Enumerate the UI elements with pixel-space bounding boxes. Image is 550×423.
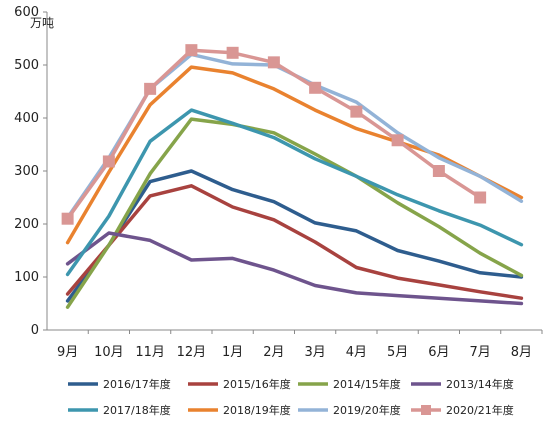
- legend-marker: [421, 405, 431, 415]
- series-marker: [432, 165, 445, 177]
- series-line: [65, 65, 524, 245]
- legend-label: 2019/20年度: [333, 403, 401, 417]
- series-layer: [61, 44, 524, 309]
- y-tick-label: 300: [14, 164, 39, 179]
- y-tick-label: 100: [14, 270, 39, 285]
- legend-item: 2019/20年度: [298, 403, 401, 417]
- x-tick-label: 2月: [263, 345, 284, 360]
- x-tick-label: 7月: [469, 345, 490, 360]
- series-marker: [474, 191, 487, 204]
- legend-label: 2013/14年度: [446, 377, 514, 391]
- y-unit-label: 万吨: [30, 16, 54, 30]
- legend-label: 2016/17年度: [103, 377, 171, 391]
- series-marker: [185, 44, 198, 57]
- x-tick-label: 3月: [304, 345, 325, 360]
- x-tick-label: 12月: [177, 345, 207, 360]
- series-line: [65, 52, 524, 220]
- series-marker: [391, 134, 404, 147]
- y-tick-label: 600: [14, 5, 39, 20]
- x-tick-label: 11月: [135, 345, 165, 360]
- series-1: [65, 184, 524, 300]
- legend-item: 2014/15年度: [298, 377, 401, 391]
- series-line: [65, 184, 524, 300]
- x-tick-label: 9月: [57, 345, 78, 360]
- legend-item: 2013/14年度: [411, 377, 514, 391]
- x-tick-label: 5月: [387, 345, 408, 360]
- series-marker: [226, 46, 239, 59]
- series-4: [65, 108, 524, 277]
- legend-label: 2014/15年度: [333, 377, 401, 391]
- series-line: [65, 231, 524, 306]
- legend-label: 2017/18年度: [103, 403, 171, 417]
- series-3: [65, 231, 524, 306]
- y-tick-labels: 0 100 200 300 400 500 600: [14, 5, 47, 338]
- x-tick-labels: 9月 10月 11月 12月 1月 2月 3月 4月 5月 6月 7月 8月: [57, 330, 543, 360]
- series-2: [65, 117, 524, 309]
- series-5: [65, 65, 524, 245]
- series-6: [65, 52, 524, 220]
- series-marker: [267, 56, 280, 69]
- legend-item: 2015/16年度: [188, 377, 291, 391]
- series-marker: [61, 212, 74, 225]
- legend: 2016/17年度 2015/16年度 2014/15年度 2013/14年度 2017…: [68, 377, 514, 417]
- legend-item: 2016/17年度: [68, 377, 171, 391]
- x-tick-label: 10月: [94, 345, 124, 360]
- y-tick-label: 500: [14, 58, 39, 73]
- series-line: [65, 169, 524, 303]
- y-tick-label: 200: [14, 217, 39, 232]
- series-line: [65, 108, 524, 277]
- legend-item: 2020/21年度: [411, 403, 514, 417]
- legend-label: 2015/16年度: [223, 377, 291, 391]
- x-tick-label: 6月: [428, 345, 449, 360]
- series-marker: [102, 155, 115, 168]
- legend-item: 2017/18年度: [68, 403, 171, 417]
- series-line: [65, 117, 524, 309]
- legend-item: 2018/19年度: [188, 403, 291, 417]
- series-0: [65, 169, 524, 303]
- series-7: [61, 44, 487, 225]
- legend-label: 2018/19年度: [223, 403, 291, 417]
- series-marker: [350, 105, 363, 118]
- x-tick-label: 1月: [222, 345, 243, 360]
- y-tick-label: 400: [14, 111, 39, 126]
- x-tick-label: 4月: [346, 345, 367, 360]
- y-tick-label: 0: [31, 323, 39, 338]
- series-marker: [309, 81, 322, 94]
- legend-label: 2020/21年度: [446, 403, 514, 417]
- series-marker: [144, 82, 157, 95]
- x-tick-label: 8月: [511, 345, 532, 360]
